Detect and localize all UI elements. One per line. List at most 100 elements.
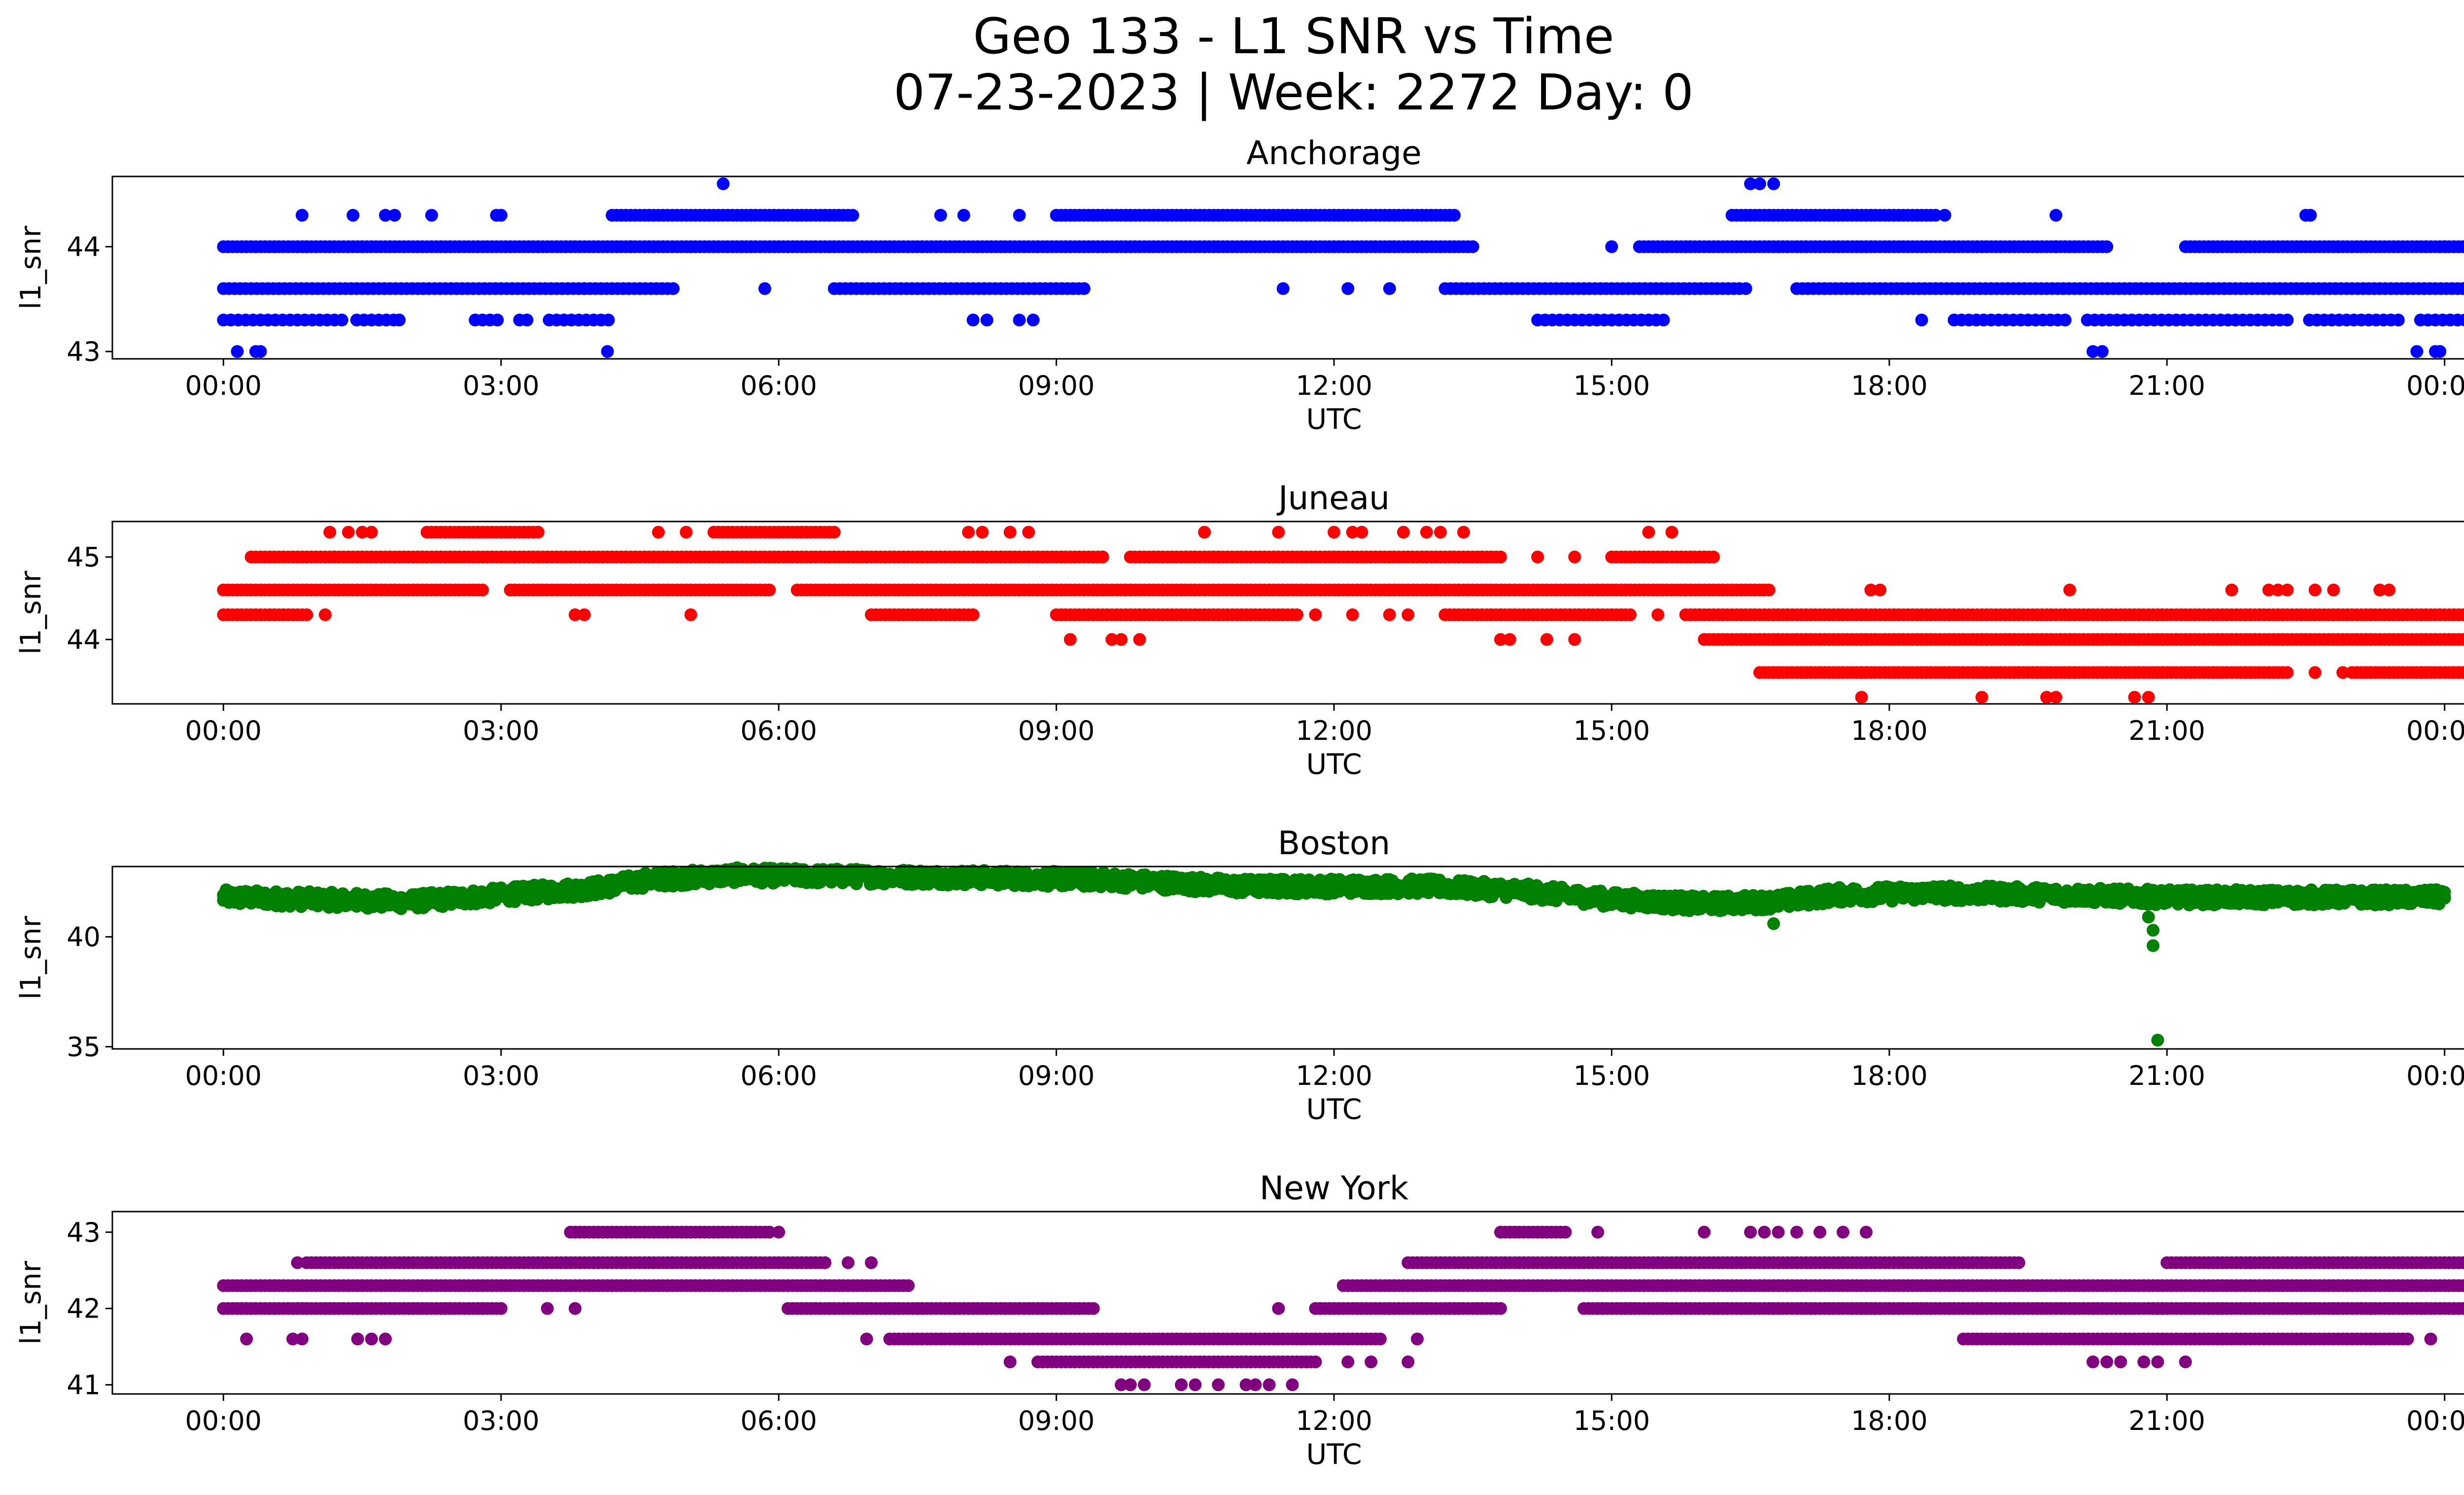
x-tick-label: 15:00: [1574, 715, 1650, 746]
y-tick-label: 44: [67, 624, 101, 655]
x-tick-label: 15:00: [1574, 370, 1650, 401]
data-point: [476, 584, 489, 596]
data-point: [531, 525, 545, 539]
data-point: [966, 313, 980, 327]
y-tick-label: 45: [67, 542, 101, 573]
data-point: [1605, 240, 1618, 253]
data-point: [846, 209, 859, 222]
data-point: [2049, 209, 2062, 222]
data-point: [1707, 551, 1720, 563]
data-point: [1568, 633, 1581, 646]
data-point: [2327, 584, 2340, 596]
data-point: [1874, 584, 1886, 596]
x-tick-label: 21:00: [2128, 370, 2205, 401]
data-point: [976, 525, 989, 539]
data-point: [1397, 525, 1410, 539]
y-tick-label: 43: [67, 336, 101, 367]
data-point: [1063, 633, 1077, 646]
data-point: [2461, 241, 2464, 252]
data-point: [1341, 282, 1355, 295]
data-point: [1402, 608, 1415, 622]
data-point: [335, 313, 348, 327]
data-point: [578, 608, 591, 622]
data-point: [1448, 209, 1461, 222]
data-point: [2142, 691, 2155, 704]
x-tick-label: 00:00: [185, 715, 262, 746]
data-point: [494, 209, 508, 222]
data-point: [1744, 177, 1757, 190]
data-point: [1657, 313, 1670, 327]
data-point: [300, 608, 313, 622]
data-point: [1568, 551, 1581, 563]
data-point: [231, 345, 244, 358]
data-point: [1494, 551, 1507, 563]
data-point: [1531, 551, 1544, 563]
data-point: [1975, 691, 1988, 704]
data-point: [1027, 313, 1040, 327]
data-point: [2095, 345, 2109, 358]
data-point: [1855, 691, 1868, 704]
data-point: [2438, 891, 2451, 904]
x-tick-label: 06:00: [740, 715, 817, 746]
data-point: [1272, 525, 1285, 539]
data-point: [758, 282, 771, 295]
data-point: [1540, 633, 1553, 646]
x-tick-label: 00:00: [2406, 370, 2464, 401]
subplot-title: Boston: [1278, 824, 1390, 862]
data-point: [1383, 282, 1396, 295]
data-point: [652, 525, 665, 539]
chart-title-line2: 07-23-2023 | Week: 2272 Day: 0: [893, 64, 1693, 121]
data-point: [1276, 282, 1290, 295]
data-point: [1466, 240, 1479, 253]
x-tick-label: 18:00: [1851, 715, 1928, 746]
data-point: [717, 177, 730, 190]
data-point: [1198, 525, 1211, 539]
data-point: [1355, 525, 1369, 539]
x-tick-label: 18:00: [1851, 1060, 1928, 1091]
x-tick-label: 06:00: [740, 370, 817, 401]
data-point: [1383, 608, 1396, 622]
data-point: [2438, 240, 2451, 253]
data-point: [1003, 525, 1017, 539]
y-axis-label: l1_snr: [15, 916, 47, 1000]
x-tick-label: 12:00: [1296, 370, 1372, 401]
data-point: [601, 345, 614, 358]
data-point: [1503, 633, 1516, 646]
x-axis-label: UTC: [1306, 1093, 1362, 1126]
chart-title-line1: Geo 133 - L1 SNR vs Time: [973, 7, 1614, 65]
data-point: [1651, 608, 1665, 622]
data-point: [323, 525, 337, 539]
data-point: [318, 608, 332, 622]
data-point: [1328, 525, 1340, 539]
data-point: [1077, 282, 1091, 295]
data-point: [827, 525, 841, 539]
data-point: [2457, 608, 2464, 622]
data-point: [680, 525, 693, 539]
x-axis-label: UTC: [1306, 748, 1362, 781]
data-point: [2410, 345, 2424, 358]
data-point: [1309, 608, 1322, 622]
data-point: [2058, 313, 2072, 327]
data-point: [1642, 525, 1655, 539]
x-tick-label: 21:00: [2128, 1060, 2205, 1091]
data-point: [254, 345, 267, 358]
data-point: [2281, 584, 2294, 596]
data-point: [1457, 525, 1470, 539]
data-point: [1767, 177, 1780, 190]
data-point: [1767, 917, 1780, 930]
data-point: [1290, 608, 1303, 622]
data-point: [300, 240, 313, 253]
data-point: [1434, 525, 1447, 539]
series-points: [217, 177, 2464, 358]
x-tick-label: 00:00: [185, 370, 262, 401]
data-point: [2281, 313, 2294, 327]
data-point: [1624, 608, 1637, 622]
data-point: [2392, 313, 2405, 327]
data-point: [1753, 177, 1766, 190]
data-point: [379, 209, 392, 222]
